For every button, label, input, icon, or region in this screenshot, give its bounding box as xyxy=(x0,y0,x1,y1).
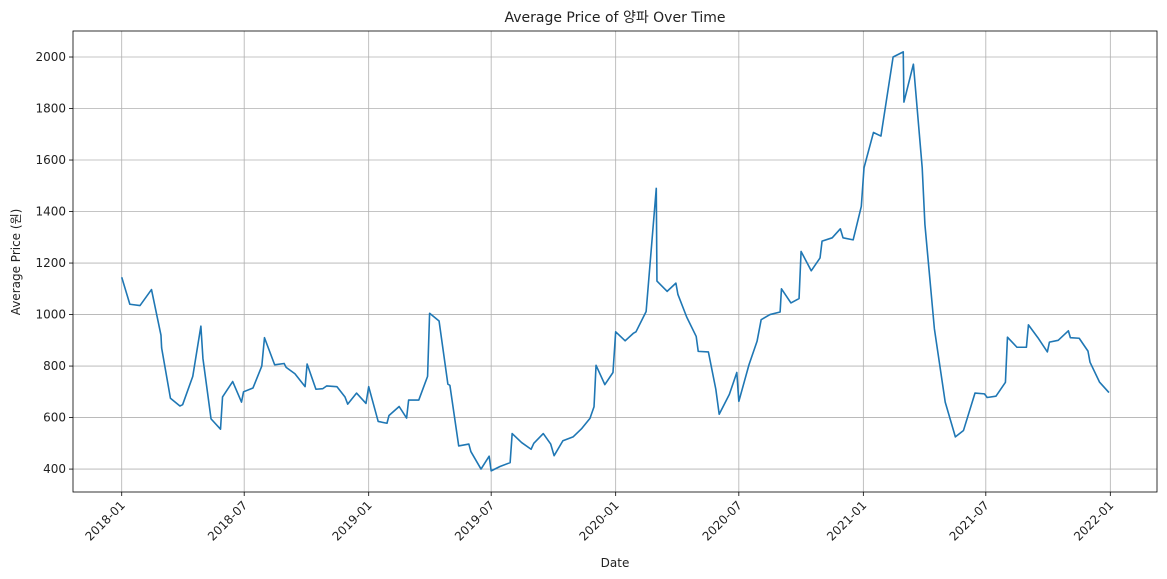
x-tick-label: 2020-01 xyxy=(576,498,621,543)
x-tick-label: 2019-07 xyxy=(452,498,497,543)
x-tick-label: 2018-01 xyxy=(82,498,127,543)
y-axis-label: Average Price (원) xyxy=(9,209,23,316)
y-tick-label: 1000 xyxy=(35,308,66,322)
y-tick-label: 2000 xyxy=(35,50,66,64)
y-tick-label: 600 xyxy=(43,411,66,425)
x-axis-label: Date xyxy=(601,556,630,570)
plot-frame xyxy=(72,30,1158,493)
x-tick-label: 2022-01 xyxy=(1071,498,1116,543)
x-tick-label: 2021-01 xyxy=(824,498,869,543)
x-tick-label: 2020-07 xyxy=(700,498,745,543)
x-tick-label: 2021-07 xyxy=(947,498,992,543)
y-tick-label: 800 xyxy=(43,359,66,373)
x-tick-label: 2018-07 xyxy=(205,498,250,543)
y-tick-label: 1200 xyxy=(35,256,66,270)
price-line xyxy=(120,51,1110,472)
y-tick-label: 1400 xyxy=(35,205,66,219)
y-tick-label: 1800 xyxy=(35,102,66,116)
y-tick-label: 400 xyxy=(43,462,66,476)
x-tick-label: 2019-01 xyxy=(329,498,374,543)
chart-title: Average Price of 양파 Over Time xyxy=(504,10,725,26)
y-tick-label: 1600 xyxy=(35,153,66,167)
